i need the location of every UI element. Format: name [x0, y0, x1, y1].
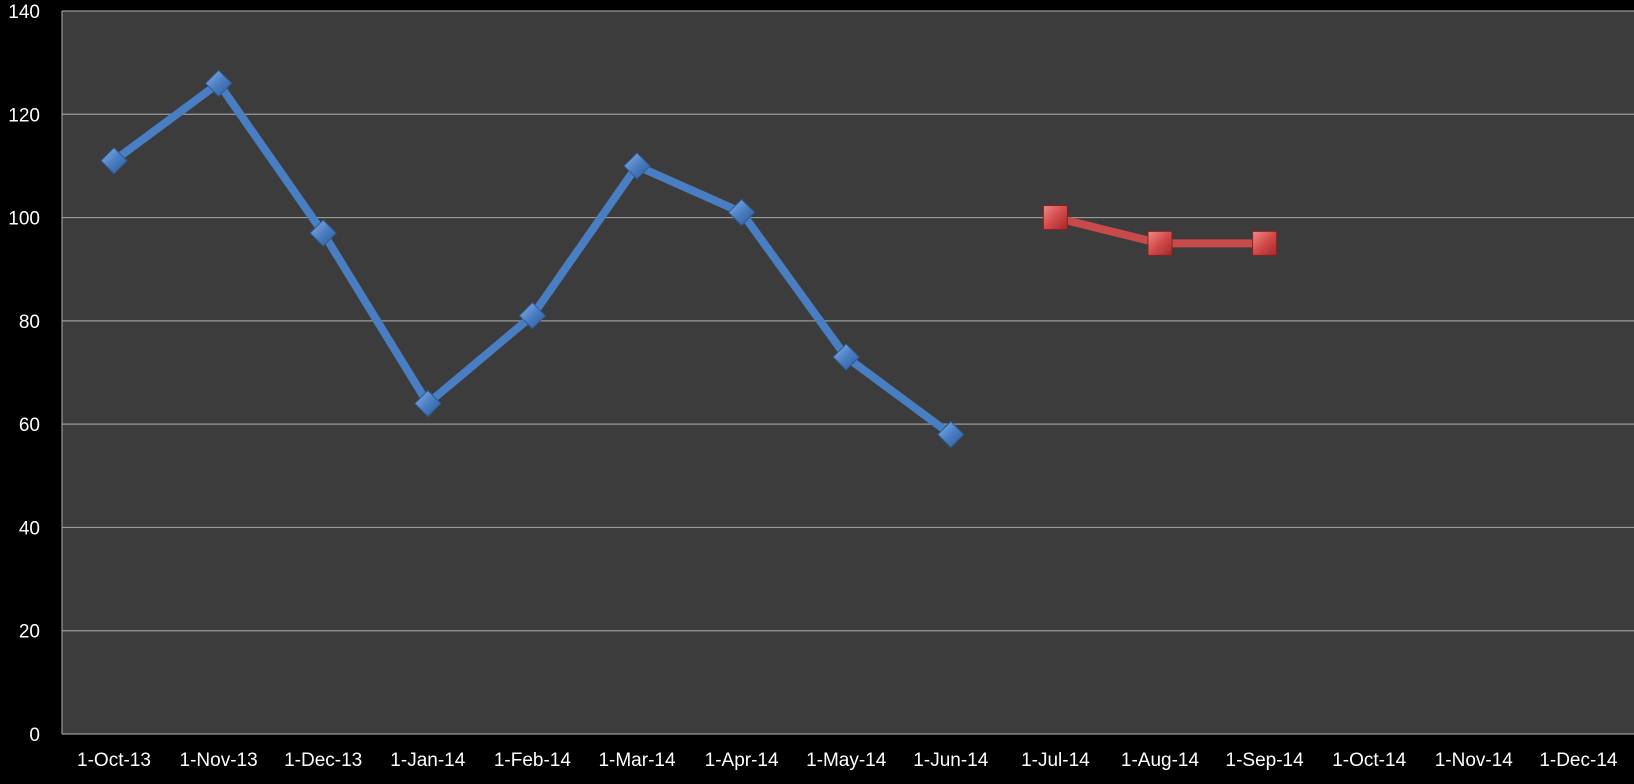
diamond-marker [309, 219, 337, 247]
x-tick-label: 1-Oct-13 [77, 750, 151, 771]
diamond-marker [518, 301, 547, 330]
x-tick-label: 1-Jun-14 [913, 750, 988, 771]
diamond-marker [727, 198, 756, 227]
y-tick-label: 40 [19, 518, 40, 539]
plot-area [62, 11, 1634, 734]
square-marker [1252, 230, 1278, 256]
diamond-marker [414, 389, 442, 418]
x-tick-label: 1-Jul-14 [1021, 750, 1090, 771]
x-tick-label: 1-Apr-14 [705, 750, 779, 771]
square-marker [1042, 205, 1068, 231]
x-tick-label: 1-Aug-14 [1121, 750, 1200, 771]
x-tick-label: 1-Dec-14 [1539, 750, 1618, 771]
y-tick-label: 0 [29, 725, 40, 746]
axes [61, 11, 1634, 735]
y-tick-label: 100 [8, 209, 40, 230]
tick-labels: 0 20 40 60 80 100 120 140 1-Oct-13 1-Nov-13 1-Dec-… [8, 2, 1618, 771]
diamond-marker [100, 147, 128, 175]
x-tick-label: 1-Jan-14 [390, 750, 465, 771]
y-tick-label: 140 [8, 2, 40, 23]
diamond-marker [623, 152, 651, 180]
y-tick-label: 120 [8, 105, 40, 126]
x-tick-label: 1-Nov-13 [180, 750, 258, 771]
gridlines [62, 10, 1634, 632]
diamond-marker [832, 343, 860, 371]
diamond-marker [937, 420, 965, 449]
x-tick-label: 1-Oct-14 [1332, 750, 1406, 771]
series [100, 69, 1278, 449]
square-marker [1147, 230, 1173, 256]
x-tick-label: 1-Feb-14 [494, 750, 572, 771]
y-tick-label: 60 [19, 415, 40, 436]
y-tick-label: 80 [19, 312, 40, 333]
y-tick-label: 20 [19, 622, 40, 643]
x-tick-label: 1-Sep-14 [1226, 750, 1305, 771]
diamond-marker [204, 69, 233, 98]
x-tick-label: 1-Nov-14 [1435, 750, 1514, 771]
x-tick-label: 1-May-14 [806, 750, 887, 771]
x-tick-label: 1-Dec-13 [284, 750, 362, 771]
x-tick-label: 1-Mar-14 [598, 750, 676, 771]
